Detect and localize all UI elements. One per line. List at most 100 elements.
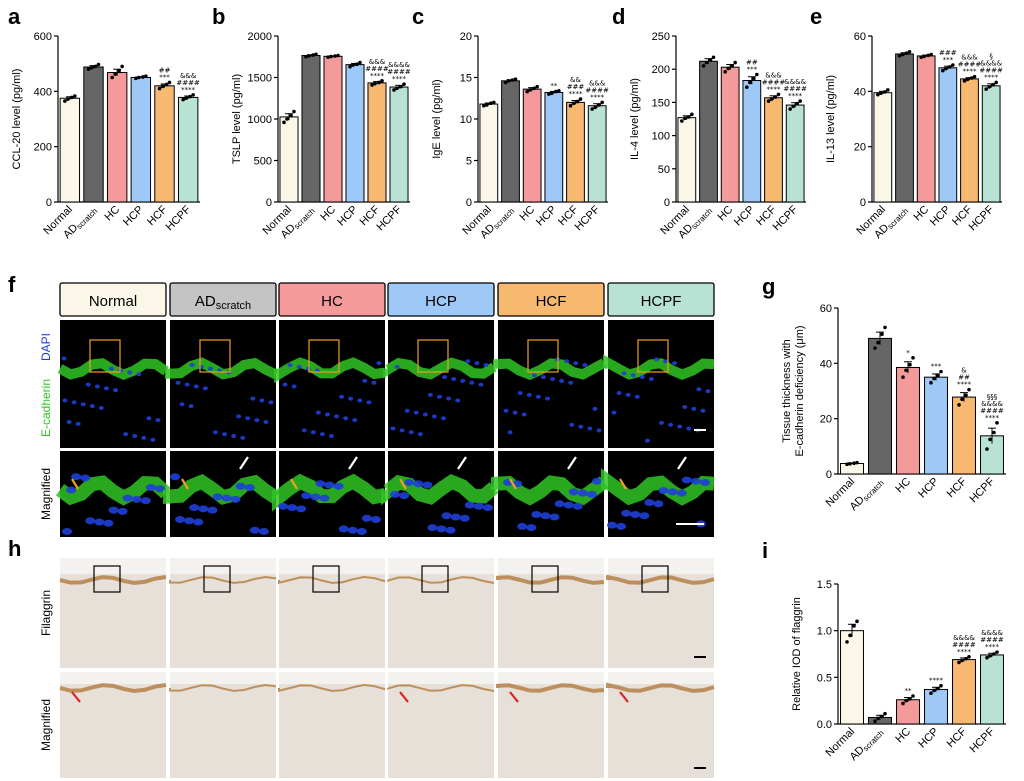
nucleus [62, 527, 73, 535]
nucleus [193, 518, 204, 526]
nucleus [639, 512, 650, 520]
header-subscript: scratch [216, 300, 251, 312]
tile-background [498, 320, 604, 448]
bar-Normal [279, 116, 299, 203]
data-point [766, 99, 771, 103]
data-point [329, 54, 333, 59]
nucleus [184, 382, 190, 387]
data-point [964, 393, 968, 397]
y-tick-label: 40 [854, 86, 866, 98]
nucleus [278, 502, 288, 510]
region-box [199, 339, 231, 373]
nucleus [521, 412, 527, 417]
data-point [852, 624, 856, 628]
nucleus [663, 359, 669, 364]
red-arrow [71, 691, 81, 703]
significance-label: **** [569, 90, 584, 98]
stained-layer [606, 682, 715, 693]
bar-HCP [924, 376, 948, 475]
data-point [848, 633, 852, 638]
nucleus [66, 486, 77, 494]
data-point [901, 701, 905, 706]
nucleus [441, 512, 452, 520]
nucleus [268, 400, 274, 405]
panel-letter-b: b [212, 4, 225, 29]
x-tick-label: HCP [928, 204, 953, 229]
nucleus [554, 500, 565, 508]
data-point [967, 387, 971, 392]
data-point [590, 107, 594, 111]
x-tick-label: HCP [534, 204, 559, 229]
significance-label: **** [929, 677, 944, 685]
fluorescence-magnified-tile [55, 451, 171, 537]
data-point [960, 658, 964, 663]
bar-AD [301, 55, 321, 203]
y-tick-label: 50 [658, 164, 670, 176]
nucleus [404, 478, 415, 486]
nucleus [630, 373, 636, 378]
nucleus [460, 378, 466, 383]
ihc-magnified-tile [278, 672, 386, 778]
data-point [944, 66, 948, 71]
nucleus [250, 396, 256, 401]
orange-arrow [71, 478, 79, 490]
y-tick-label: 10 [460, 114, 472, 126]
data-point [957, 660, 961, 665]
data-point [157, 86, 162, 91]
data-point [904, 51, 909, 55]
data-point [788, 107, 792, 111]
nucleus [259, 398, 265, 403]
data-point [191, 93, 195, 97]
fluorescence-magnified-tile [601, 451, 715, 537]
data-point [883, 90, 887, 94]
data-point [113, 72, 117, 76]
fluorescence-tile [603, 320, 715, 448]
nucleus [531, 510, 542, 518]
significance-label: **** [957, 648, 972, 656]
nucleus [696, 387, 702, 392]
data-point [992, 430, 996, 435]
nucleus [672, 361, 678, 366]
y-tick-label: 200 [652, 64, 670, 76]
data-point [282, 120, 286, 125]
significance-label: ## [746, 59, 758, 67]
region-box [531, 565, 559, 593]
data-point [70, 95, 74, 100]
data-point [557, 88, 561, 93]
data-point [704, 60, 709, 65]
nucleus [141, 435, 147, 440]
fluorescence-tile [165, 320, 279, 448]
data-point [957, 403, 961, 407]
white-arrow [567, 456, 577, 470]
data-point [285, 117, 289, 121]
orange-arrow [290, 478, 298, 490]
data-point [962, 79, 967, 83]
nucleus [155, 418, 161, 423]
nucleus [390, 490, 401, 498]
bar-HCF [960, 78, 979, 203]
significance-label: *** [747, 66, 758, 74]
data-point [908, 362, 912, 367]
nucleus [483, 362, 489, 367]
nucleus [667, 488, 678, 496]
significance-label: &&&& [784, 78, 806, 86]
row-label-ecadherin: E-cadherin [39, 379, 53, 437]
significance-label: #### [952, 641, 976, 649]
nucleus [474, 361, 480, 366]
data-point [532, 86, 536, 91]
column-header-HCF: HCF [497, 282, 605, 317]
significance-label: §§§ [987, 393, 998, 401]
nucleus [324, 412, 330, 417]
data-point [748, 80, 752, 85]
data-point [845, 640, 849, 644]
y-axis-label: IL-13 level (pg/ml) [825, 75, 837, 163]
data-point [93, 64, 98, 69]
nucleus [94, 518, 105, 526]
nucleus [653, 357, 659, 362]
bar-HCP [130, 77, 152, 203]
data-point [311, 53, 315, 57]
x-tick-label: HCP [916, 476, 941, 501]
bar-Normal [479, 103, 499, 203]
y-tick-label: 500 [254, 156, 272, 168]
nucleus [422, 412, 428, 417]
